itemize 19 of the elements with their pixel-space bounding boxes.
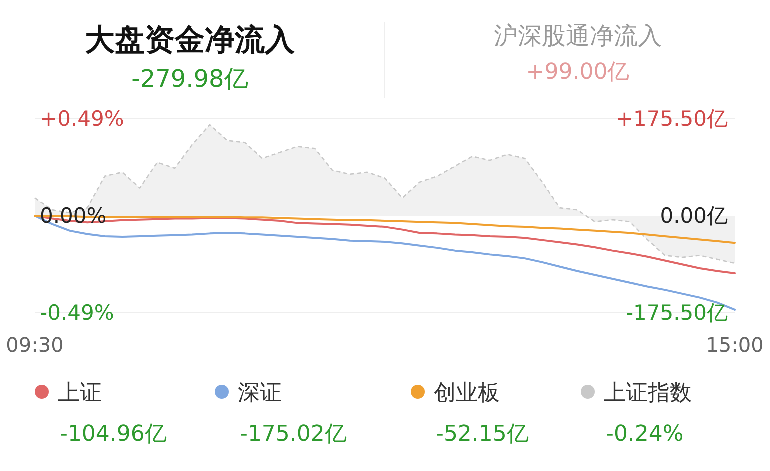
y-tick-label: +0.49% — [40, 107, 124, 131]
chart-title: 大盘资金净流入 — [85, 23, 296, 58]
y2-tick-label: +175.50亿 — [616, 107, 728, 131]
chart-subtitle: -279.98亿 — [132, 65, 248, 93]
y2-tick-label: 0.00亿 — [660, 204, 728, 228]
legend-label: 上证指数 — [604, 381, 692, 406]
text: -52.15亿 — [436, 422, 529, 447]
text: -104.96亿 — [60, 422, 167, 447]
x-tick-label: 09:30 — [6, 333, 64, 357]
legend-label: 创业板 — [434, 381, 500, 406]
text: +99.00亿 — [526, 60, 630, 85]
legend-label: 上证 — [58, 381, 102, 406]
text: -0.24% — [606, 422, 684, 447]
legend-label: 深证 — [238, 381, 282, 406]
x-tick-label: 15:00 — [706, 333, 764, 357]
y2-tick-label: -175.50亿 — [626, 301, 728, 325]
text: 沪深股通净流入 — [494, 22, 662, 50]
y-tick-label: -0.49% — [40, 301, 114, 325]
text: -175.02亿 — [240, 422, 347, 447]
